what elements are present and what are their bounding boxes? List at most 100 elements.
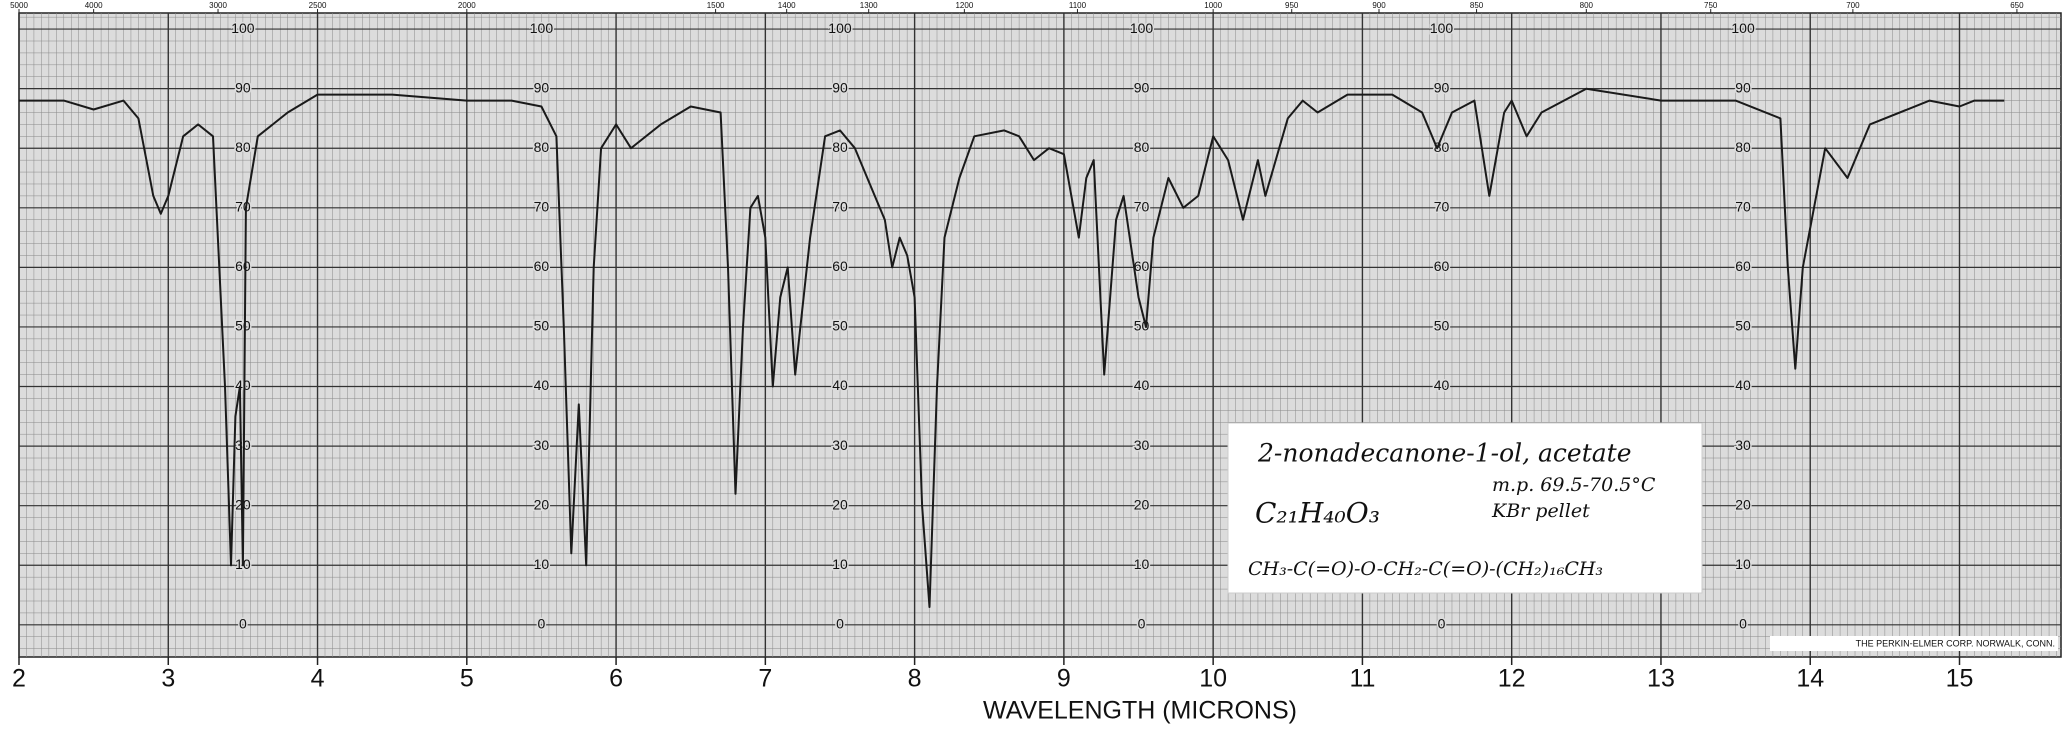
y-tick-label: 50 — [534, 318, 550, 334]
annotation: C₂₁H₄₀O₃ — [1255, 497, 1380, 530]
top-tick-label: 700 — [1846, 1, 1860, 10]
y-tick-label: 50 — [832, 318, 848, 334]
y-tick-label: 100 — [1130, 20, 1154, 36]
top-tick-label: 850 — [1470, 1, 1484, 10]
y-tick-label: 20 — [534, 496, 550, 512]
y-tick-label: 10 — [1735, 556, 1751, 572]
y-tick-label: 70 — [832, 199, 848, 215]
y-tick-label: 50 — [1434, 318, 1450, 334]
y-tick-label: 10 — [1134, 556, 1150, 572]
y-tick-label: 20 — [1134, 496, 1150, 512]
top-tick-label: 900 — [1372, 1, 1386, 10]
y-tick-label: 80 — [1434, 139, 1450, 155]
y-tick-label: 80 — [832, 139, 848, 155]
y-tick-label: 20 — [832, 496, 848, 512]
annotation: m.p. 69.5-70.5°C — [1492, 474, 1656, 496]
top-tick-label: 2000 — [458, 1, 476, 10]
top-tick-label: 1300 — [860, 1, 878, 10]
y-tick-label: 70 — [1735, 199, 1751, 215]
y-tick-label: 90 — [1134, 79, 1150, 95]
y-tick-label: 80 — [235, 139, 251, 155]
y-tick-label: 60 — [832, 258, 848, 274]
top-tick-label: 650 — [2010, 1, 2024, 10]
footer-box — [1770, 636, 2058, 651]
annotation-box — [1227, 422, 1703, 594]
top-tick-label: 950 — [1285, 1, 1299, 10]
annotation: KBr pellet — [1491, 500, 1590, 522]
annotation: CH₃-C(=O)-O-CH₂-C(=O)-(CH₂)₁₆CH₃ — [1248, 558, 1603, 580]
y-tick-label: 60 — [534, 258, 550, 274]
x-tick-label: 12 — [1498, 665, 1526, 693]
y-tick-label: 30 — [832, 437, 848, 453]
y-tick-label: 70 — [1134, 199, 1150, 215]
y-tick-label: 70 — [235, 199, 251, 215]
x-tick-label: 10 — [1199, 665, 1227, 693]
y-tick-label: 80 — [1134, 139, 1150, 155]
y-tick-label: 30 — [534, 437, 550, 453]
top-tick-label: 1000 — [1204, 1, 1222, 10]
y-tick-label: 0 — [1739, 616, 1747, 632]
x-tick-label: 2 — [12, 665, 26, 693]
x-tick-label: 8 — [908, 665, 922, 693]
top-tick-label: 1400 — [778, 1, 796, 10]
top-tick-label: 1100 — [1069, 1, 1087, 10]
x-tick-label: 13 — [1647, 665, 1675, 693]
y-tick-label: 40 — [1434, 377, 1450, 393]
y-tick-label: 60 — [235, 258, 251, 274]
top-tick-label: 750 — [1704, 1, 1718, 10]
y-tick-label: 90 — [235, 79, 251, 95]
y-tick-label: 0 — [836, 616, 844, 632]
y-tick-label: 60 — [1735, 258, 1751, 274]
x-tick-label: 11 — [1349, 665, 1375, 693]
y-tick-label: 60 — [1134, 258, 1150, 274]
top-tick-label: 800 — [1580, 1, 1594, 10]
y-tick-label: 40 — [534, 377, 550, 393]
y-tick-label: 80 — [534, 139, 550, 155]
y-tick-label: 0 — [1138, 616, 1146, 632]
x-tick-label: 4 — [311, 665, 325, 693]
x-tick-label: 7 — [758, 665, 772, 693]
top-tick-label: 4000 — [85, 1, 103, 10]
x-axis-label: WAVELENGTH (MICRONS) — [983, 697, 1297, 725]
y-tick-label: 100 — [1731, 20, 1755, 36]
y-tick-label: 40 — [1134, 377, 1150, 393]
y-tick-label: 10 — [832, 556, 848, 572]
top-tick-label: 3000 — [209, 1, 227, 10]
y-tick-label: 30 — [1134, 437, 1150, 453]
y-tick-label: 100 — [828, 20, 852, 36]
y-tick-label: 90 — [1434, 79, 1450, 95]
y-tick-label: 60 — [1434, 258, 1450, 274]
top-tick-label: 1200 — [955, 1, 973, 10]
y-tick-label: 70 — [1434, 199, 1450, 215]
top-tick-label: 5000 — [10, 1, 28, 10]
x-tick-label: 15 — [1946, 665, 1974, 693]
y-tick-label: 100 — [1430, 20, 1454, 36]
x-tick-label: 6 — [609, 665, 623, 693]
spectrum-line — [19, 87, 2005, 608]
y-tick-label: 30 — [1735, 437, 1751, 453]
y-tick-label: 100 — [231, 20, 255, 36]
footer: THE PERKIN-ELMER CORP. NORWALK, CONN. — [1856, 638, 2055, 648]
y-tick-label: 50 — [235, 318, 251, 334]
y-tick-label: 100 — [530, 20, 554, 36]
y-tick-label: 80 — [1735, 139, 1751, 155]
y-tick-label: 90 — [534, 79, 550, 95]
y-tick-label: 0 — [239, 616, 247, 632]
top-tick-label: 2500 — [309, 1, 327, 10]
x-tick-label: 14 — [1796, 665, 1824, 693]
x-tick-label: 9 — [1057, 665, 1071, 693]
y-tick-label: 70 — [534, 199, 550, 215]
y-tick-label: 40 — [832, 377, 848, 393]
top-tick-label: 1500 — [707, 1, 725, 10]
y-tick-label: 0 — [1438, 616, 1446, 632]
x-tick-label: 5 — [460, 665, 474, 693]
annotation: 2-nonadecanone-1-ol, acetate — [1257, 439, 1632, 468]
y-tick-label: 40 — [1735, 377, 1751, 393]
x-tick-label: 3 — [161, 665, 175, 693]
y-tick-label: 90 — [832, 79, 848, 95]
y-tick-label: 0 — [538, 616, 546, 632]
y-tick-label: 90 — [1735, 79, 1751, 95]
plot-background — [18, 12, 2062, 658]
y-tick-label: 50 — [1735, 318, 1751, 334]
